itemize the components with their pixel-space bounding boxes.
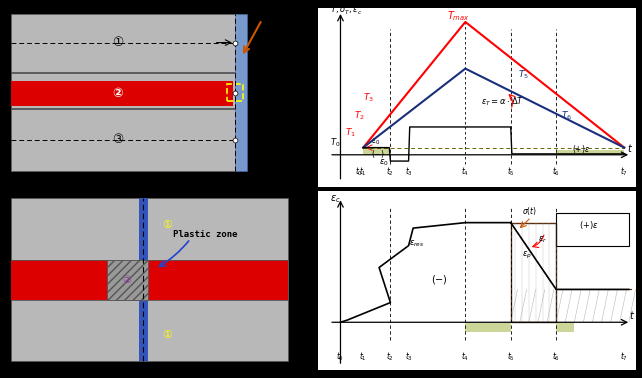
Text: $T_6$: $T_6$ xyxy=(560,110,572,122)
Text: $\varepsilon_r$: $\varepsilon_r$ xyxy=(538,234,547,245)
Text: $\varepsilon_p$: $\varepsilon_p$ xyxy=(522,250,532,261)
Text: $t_7$: $t_7$ xyxy=(620,166,629,178)
Text: $t_1$: $t_1$ xyxy=(360,350,367,363)
Text: $\varepsilon_{res}$: $\varepsilon_{res}$ xyxy=(408,239,424,249)
Text: $T_{max}$: $T_{max}$ xyxy=(447,9,470,23)
Bar xyxy=(556,150,624,155)
Text: $t_6$: $t_6$ xyxy=(552,166,560,178)
Text: $t$: $t$ xyxy=(629,309,635,321)
Bar xyxy=(139,198,148,361)
Bar xyxy=(11,260,288,300)
Bar xyxy=(511,223,556,322)
Bar xyxy=(465,323,511,332)
Bar xyxy=(556,323,575,332)
Bar xyxy=(11,14,237,72)
Text: $t_5$: $t_5$ xyxy=(507,350,515,363)
Text: $\varepsilon_0$: $\varepsilon_0$ xyxy=(379,158,389,168)
Text: $T_5$: $T_5$ xyxy=(517,68,528,81)
Text: ①: ① xyxy=(162,330,172,339)
Text: $(+)\varepsilon$: $(+)\varepsilon$ xyxy=(579,219,598,231)
Text: $(-)$: $(-)$ xyxy=(431,273,448,287)
Text: $t$: $t$ xyxy=(627,142,632,154)
Text: $t_3$: $t_3$ xyxy=(404,350,413,363)
Bar xyxy=(11,73,237,108)
Text: $\varepsilon_c$: $\varepsilon_c$ xyxy=(330,193,341,204)
Text: $t_6$: $t_6$ xyxy=(552,350,560,363)
Text: $t_2$: $t_2$ xyxy=(386,166,394,178)
Bar xyxy=(11,109,237,170)
Text: ①: ① xyxy=(112,36,123,50)
Text: $(+)\varepsilon$: $(+)\varepsilon$ xyxy=(572,143,590,155)
Text: Plastic zone: Plastic zone xyxy=(173,230,238,239)
Text: $(-)$: $(-)$ xyxy=(371,148,385,160)
Text: $t_5$: $t_5$ xyxy=(507,166,515,178)
Bar xyxy=(227,84,243,101)
Text: $T_3$: $T_3$ xyxy=(363,92,374,104)
Bar xyxy=(556,213,629,246)
Text: $t_1$: $t_1$ xyxy=(360,166,367,178)
Text: $t_4$: $t_4$ xyxy=(462,350,469,363)
Text: $\varepsilon_T=\alpha\cdot\Delta T$: $\varepsilon_T=\alpha\cdot\Delta T$ xyxy=(482,96,525,108)
Text: $t_2$: $t_2$ xyxy=(386,350,394,363)
Text: $t_0$: $t_0$ xyxy=(336,350,345,363)
Text: $T_2$: $T_2$ xyxy=(354,110,365,122)
Text: $t_0$: $t_0$ xyxy=(354,166,363,178)
Text: $T_1$: $T_1$ xyxy=(345,126,356,139)
Text: $t_3$: $t_3$ xyxy=(404,166,413,178)
Text: $\varepsilon_0$: $\varepsilon_0$ xyxy=(371,137,380,147)
Text: ③: ③ xyxy=(112,133,123,146)
Text: ②: ② xyxy=(122,275,130,285)
Bar xyxy=(107,260,148,300)
Text: $T_0$: $T_0$ xyxy=(330,137,341,149)
Bar xyxy=(235,14,247,170)
Bar xyxy=(363,148,390,155)
Text: $\sigma(t)$: $\sigma(t)$ xyxy=(522,205,537,217)
Text: $t_4$: $t_4$ xyxy=(462,166,469,178)
Text: ①: ① xyxy=(162,220,172,230)
Text: $t_7$: $t_7$ xyxy=(620,350,629,363)
Text: $T,\delta_T,\dot{\varepsilon}_c$: $T,\delta_T,\dot{\varepsilon}_c$ xyxy=(330,4,363,17)
Text: ②: ② xyxy=(112,87,123,100)
Bar xyxy=(11,81,233,106)
